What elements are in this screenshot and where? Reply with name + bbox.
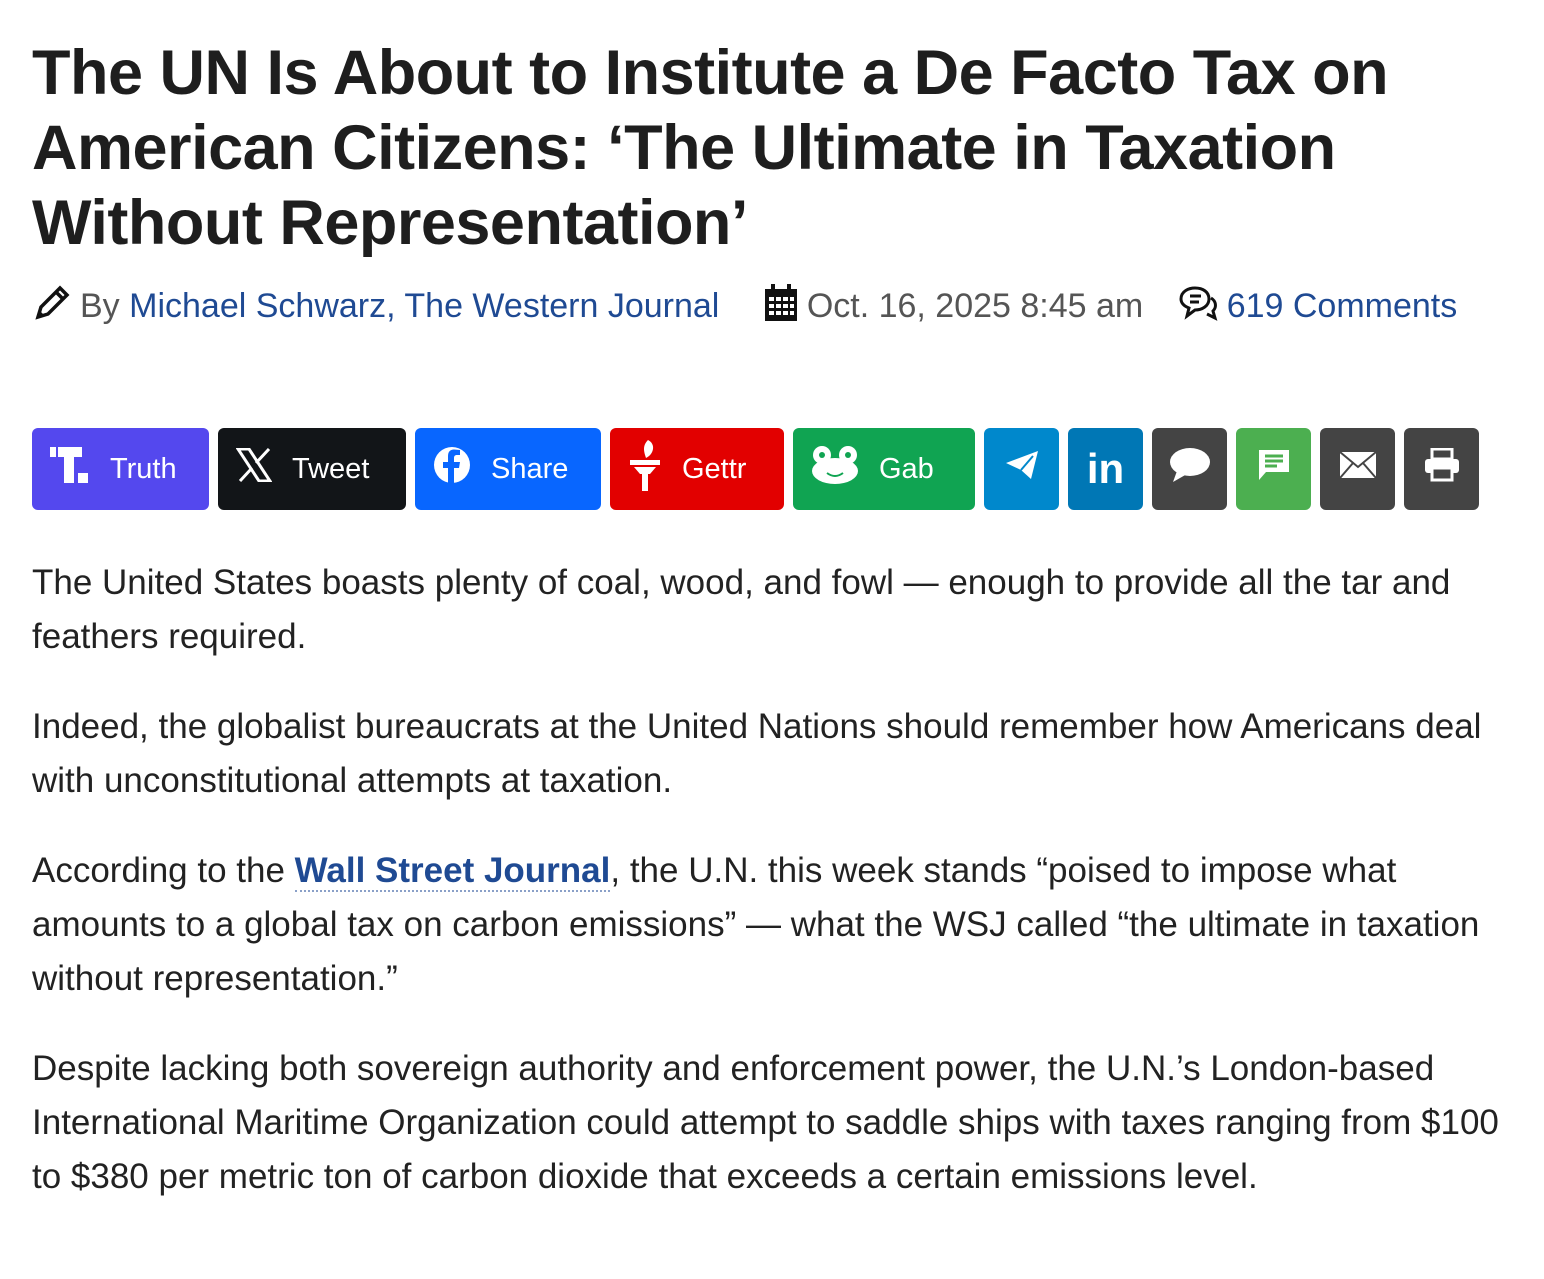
- share-truth-button[interactable]: Truth: [32, 428, 209, 510]
- article-body: The United States boasts plenty of coal,…: [32, 556, 1522, 1240]
- wsj-link[interactable]: Wall Street Journal: [294, 851, 611, 892]
- publish-date: Oct. 16, 2025 8:45 am: [763, 284, 1144, 325]
- paragraph: The United States boasts plenty of coal,…: [32, 563, 1451, 656]
- comments[interactable]: 619 Comments: [1177, 286, 1458, 325]
- comments-icon: [1177, 285, 1219, 337]
- sms-icon: [1257, 448, 1291, 490]
- share-gab-button[interactable]: Gab: [793, 428, 975, 510]
- share-label: Truth: [110, 452, 177, 485]
- gab-frog-icon: [811, 445, 859, 493]
- facebook-icon: [433, 446, 471, 492]
- paragraph: Indeed, the globalist bureaucrats at the…: [32, 700, 1522, 808]
- pencil-icon: [32, 283, 72, 337]
- paragraph-text: According to the: [32, 851, 295, 890]
- x-icon: [235, 447, 273, 490]
- share-email-button[interactable]: [1320, 428, 1395, 510]
- email-icon: [1338, 451, 1377, 487]
- share-sms-button[interactable]: [1236, 428, 1311, 510]
- date-text: Oct. 16, 2025 8:45 am: [806, 287, 1144, 325]
- telegram-icon: [1005, 450, 1039, 488]
- paragraph: Despite lacking both sovereign authority…: [32, 1049, 1499, 1196]
- article-title: The UN Is About to Institute a De Facto …: [32, 38, 1389, 258]
- share-telegram-button[interactable]: [984, 428, 1059, 510]
- share-linkedin-button[interactable]: in: [1068, 428, 1143, 510]
- share-tweet-button[interactable]: Tweet: [218, 428, 406, 510]
- gettr-torch-icon: [628, 438, 662, 500]
- share-label: Gab: [879, 452, 934, 485]
- comments-link[interactable]: 619 Comments: [1226, 287, 1458, 325]
- share-message-button[interactable]: [1152, 428, 1227, 510]
- share-label: Gettr: [682, 452, 747, 485]
- paragraph-text: Indeed, the globalist bureaucrats at the…: [32, 707, 1482, 800]
- speech-bubble-icon: [1169, 447, 1211, 491]
- calendar-icon: [763, 283, 799, 337]
- linkedin-icon: in: [1086, 445, 1125, 492]
- article-meta: By Michael Schwarz, The Western Journal …: [32, 281, 1512, 337]
- print-icon: [1424, 447, 1460, 490]
- truth-social-icon: [50, 447, 90, 491]
- byline-prefix: By: [80, 287, 120, 325]
- share-bar: Truth Tweet Share Gettr Gab in: [32, 428, 1479, 510]
- share-facebook-button[interactable]: Share: [415, 428, 601, 510]
- share-gettr-button[interactable]: Gettr: [610, 428, 784, 510]
- share-label: Tweet: [292, 452, 370, 485]
- author-link[interactable]: Michael Schwarz, The Western Journal: [129, 287, 720, 325]
- paragraph-text: , the U.N. this week stands “poised to i…: [32, 851, 1480, 998]
- share-label: Share: [491, 452, 569, 485]
- paragraph: According to the Wall Street Journal, th…: [32, 844, 1522, 1006]
- share-print-button[interactable]: [1404, 428, 1479, 510]
